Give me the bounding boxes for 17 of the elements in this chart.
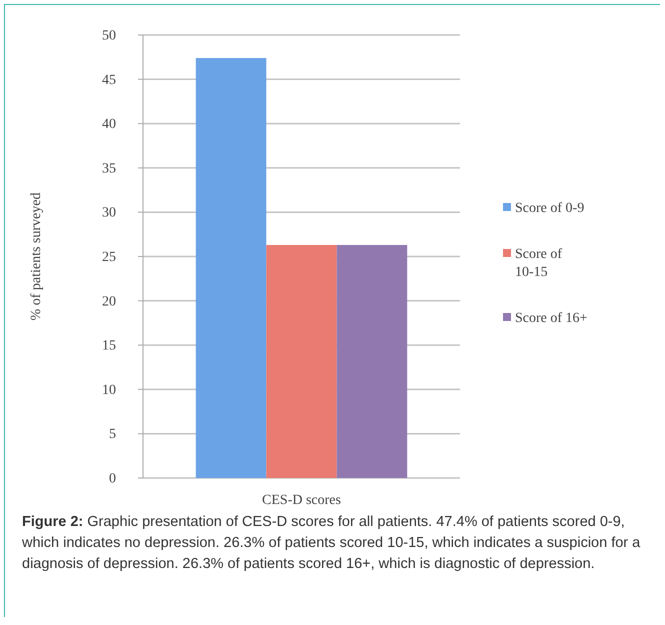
legend-label: Score of 10-15 [515, 247, 562, 280]
y-tick-label: 10 [102, 382, 116, 398]
y-tick-label: 30 [102, 206, 116, 221]
legend-label: Score of 0-9 [515, 201, 584, 216]
y-tick-label: 40 [102, 117, 116, 132]
y-tick-label: 35 [102, 161, 116, 176]
y-tick-label: 20 [102, 294, 116, 310]
x-tick-label: CES-D scores [262, 493, 341, 508]
legend-label: Score of 16+ [515, 311, 588, 326]
y-tick-label: 5 [109, 427, 116, 442]
y-axis-title: % of patients surveyed [29, 192, 44, 320]
y-tick-label: 15 [102, 338, 116, 354]
y-tick-label: 0 [109, 471, 116, 486]
caption: Figure 2: Graphic presentation of CES-D scores for all patients. 47.4% of patients scored 0-9, which indicates no depression. 26.3% of patients scored 10-15, which indicates a suspicion for a diagnosis of depression. 26.3% of patients scored 16+, which is diagnostic of depression. [22, 514, 640, 572]
y-tick-label: 45 [102, 72, 116, 88]
y-tick-label: 25 [102, 250, 116, 265]
y-tick-label: 50 [102, 28, 116, 44]
